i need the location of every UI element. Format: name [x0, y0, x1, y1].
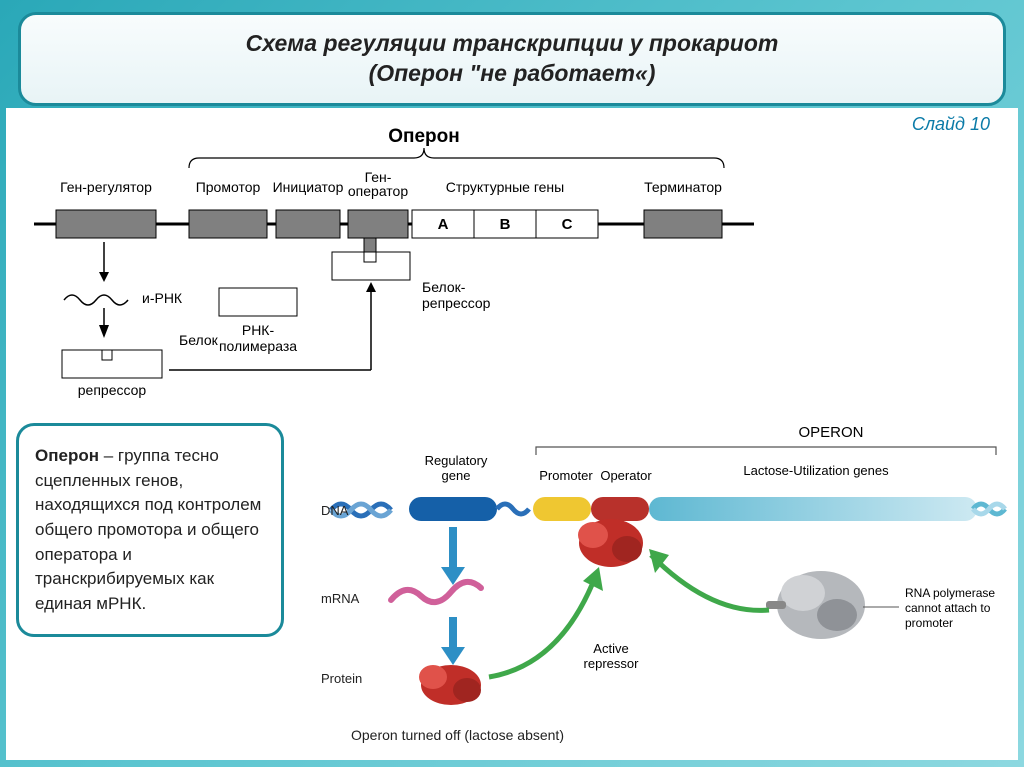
label-irna: и-РНК	[142, 290, 183, 306]
lac-genes-seg	[649, 497, 977, 521]
label-gene-operator-2: оператор	[348, 183, 408, 199]
label-rnapol-1: РНК-	[242, 322, 275, 338]
rna-note-2: cannot attach to	[905, 601, 991, 615]
label-promoter-en: Promoter	[539, 468, 593, 483]
definition-body: – группа тесно сцепленных генов, находящ…	[35, 446, 261, 613]
dna-helix-right	[973, 504, 1005, 514]
operator-seg	[591, 497, 649, 521]
operon-schema-diagram: Оперон Ген-регулятор Промотор Инициатор …	[24, 120, 864, 415]
definition-text: Оперон – группа тесно сцепленных генов, …	[35, 444, 265, 616]
mrna-strand	[391, 582, 481, 602]
label-mrna: mRNA	[321, 591, 360, 606]
label-terminator: Терминатор	[644, 179, 722, 195]
block-promoter	[189, 210, 267, 238]
gap-helix	[497, 504, 529, 514]
rna-note-3: promoter	[905, 616, 953, 630]
label-C: C	[562, 216, 573, 233]
reg-gene-seg	[409, 497, 497, 521]
label-belokrep-1: Белок-	[422, 279, 466, 295]
definition-box: Оперон – группа тесно сцепленных генов, …	[16, 423, 284, 637]
label-gene-regulator: Ген-регулятор	[60, 179, 152, 195]
block-initiator	[276, 210, 340, 238]
definition-term: Оперон	[35, 446, 99, 465]
label-promoter: Промотор	[196, 179, 261, 195]
label-reg-gene-1: Regulatory	[425, 453, 488, 468]
label-protein: Protein	[321, 671, 362, 686]
block-gene-regulator	[56, 210, 156, 238]
promoter-seg	[533, 497, 591, 521]
slide-title-box: Схема регуляции транскрипции у прокариот…	[18, 12, 1006, 106]
label-repressor: репрессор	[78, 382, 147, 398]
caption: Operon turned off (lactose absent)	[351, 727, 564, 743]
operon-bracket	[189, 148, 724, 168]
operon-label: Оперон	[388, 126, 460, 147]
label-rnapol-2: полимераза	[219, 338, 297, 354]
repressor-peg	[364, 238, 376, 252]
notch-1	[102, 350, 112, 360]
rna-polymerase	[766, 571, 865, 639]
arrow-up-head	[366, 282, 376, 292]
slide-title: Схема регуляции транскрипции у прокариот…	[41, 29, 983, 89]
operon-label-en: OPERON	[798, 424, 863, 441]
rna-note-1: RNA polymerase	[905, 586, 995, 600]
mrna-squiggle	[64, 295, 128, 305]
label-A: A	[438, 216, 449, 233]
block-gene-operator	[348, 210, 408, 238]
slide-body: Слайд 10 Оперон Ген-регулятор Промотор И…	[6, 108, 1018, 760]
label-belok: Белок	[179, 332, 219, 348]
label-B: B	[500, 216, 511, 233]
label-dna: DNA	[321, 503, 349, 518]
label-structural: Структурные гены	[446, 179, 564, 195]
label-belokrep-2: репрессор	[422, 295, 491, 311]
protein-repressor	[419, 665, 481, 705]
arrow-green-1	[489, 575, 596, 677]
arrow-down-head	[99, 272, 109, 282]
label-initiator: Инициатор	[273, 179, 344, 195]
box-rna-pol	[219, 288, 297, 316]
label-reg-gene-2: gene	[442, 468, 471, 483]
block-terminator	[644, 210, 722, 238]
active-repressor	[578, 519, 643, 567]
operon-illustration: OPERON Regulatory gene Promoter Operator…	[311, 415, 1011, 750]
title-line2: (Оперон "не работает«)	[369, 60, 656, 86]
notch-2	[364, 252, 376, 262]
label-active-rep-2: repressor	[584, 656, 640, 671]
label-lac-genes: Lactose-Utilization genes	[743, 463, 889, 478]
arrow-green-2	[651, 555, 769, 610]
slide-number: Слайд 10	[912, 114, 990, 135]
operon-bracket-en	[536, 447, 996, 455]
arrow-mrna-prot-head	[441, 647, 465, 665]
label-operator-en: Operator	[600, 468, 652, 483]
label-active-rep-1: Active	[593, 641, 628, 656]
title-line1: Схема регуляции транскрипции у прокариот	[246, 30, 779, 56]
